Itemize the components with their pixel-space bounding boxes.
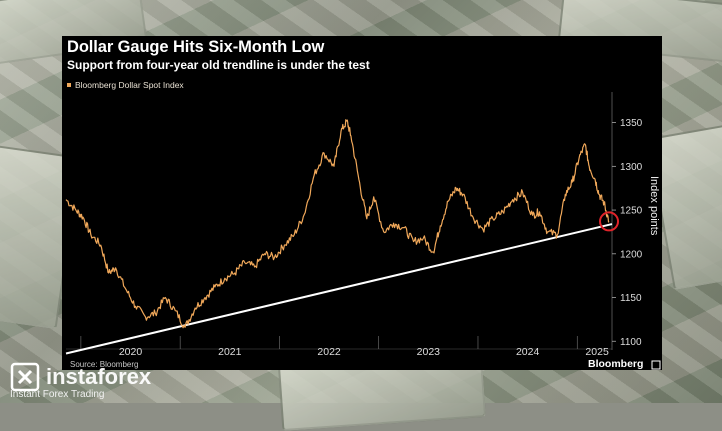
highlight-circle <box>599 211 620 232</box>
instaforex-watermark: instaforex <box>10 362 151 392</box>
y-tick-label: 1350 <box>620 118 643 129</box>
x-tick-label: 2023 <box>417 346 441 358</box>
chart-subtitle: Support from four-year old trendline is … <box>67 58 370 72</box>
chart-title: Dollar Gauge Hits Six-Month Low <box>67 38 325 56</box>
y-tick-label: 1300 <box>620 162 643 173</box>
y-axis-label: Index points <box>648 176 660 236</box>
x-tick-label: 2020 <box>119 346 143 358</box>
x-tick-label: 2021 <box>218 346 242 358</box>
line-chart: 1100 1150 1200 1250 1300 1350 Index points 2020… <box>65 92 661 370</box>
x-tick-label: 2025 <box>585 346 609 358</box>
source-note: Source: Bloomberg <box>70 360 139 369</box>
watermark-tagline: Instant Forex Trading <box>10 389 105 400</box>
y-tick-label: 1150 <box>620 293 642 304</box>
bloomberg-brand: Bloomberg <box>588 358 644 370</box>
y-tick-label: 1250 <box>620 206 643 217</box>
bloomberg-box-icon <box>651 360 661 370</box>
support-trendline <box>65 223 613 355</box>
legend-swatch <box>67 83 71 87</box>
watermark-name: instaforex <box>46 364 152 389</box>
y-tick-label: 1100 <box>620 337 642 348</box>
chart-legend: Bloomberg Dollar Spot Index <box>67 80 184 90</box>
chart-panel <box>62 36 662 370</box>
series-line-dollar-index <box>65 119 610 329</box>
instaforex-logo-icon <box>10 362 40 392</box>
y-tick-label: 1200 <box>620 249 643 260</box>
x-tick-label: 2024 <box>516 346 540 358</box>
legend-label: Bloomberg Dollar Spot Index <box>75 80 184 90</box>
x-tick-label: 2022 <box>317 346 341 358</box>
